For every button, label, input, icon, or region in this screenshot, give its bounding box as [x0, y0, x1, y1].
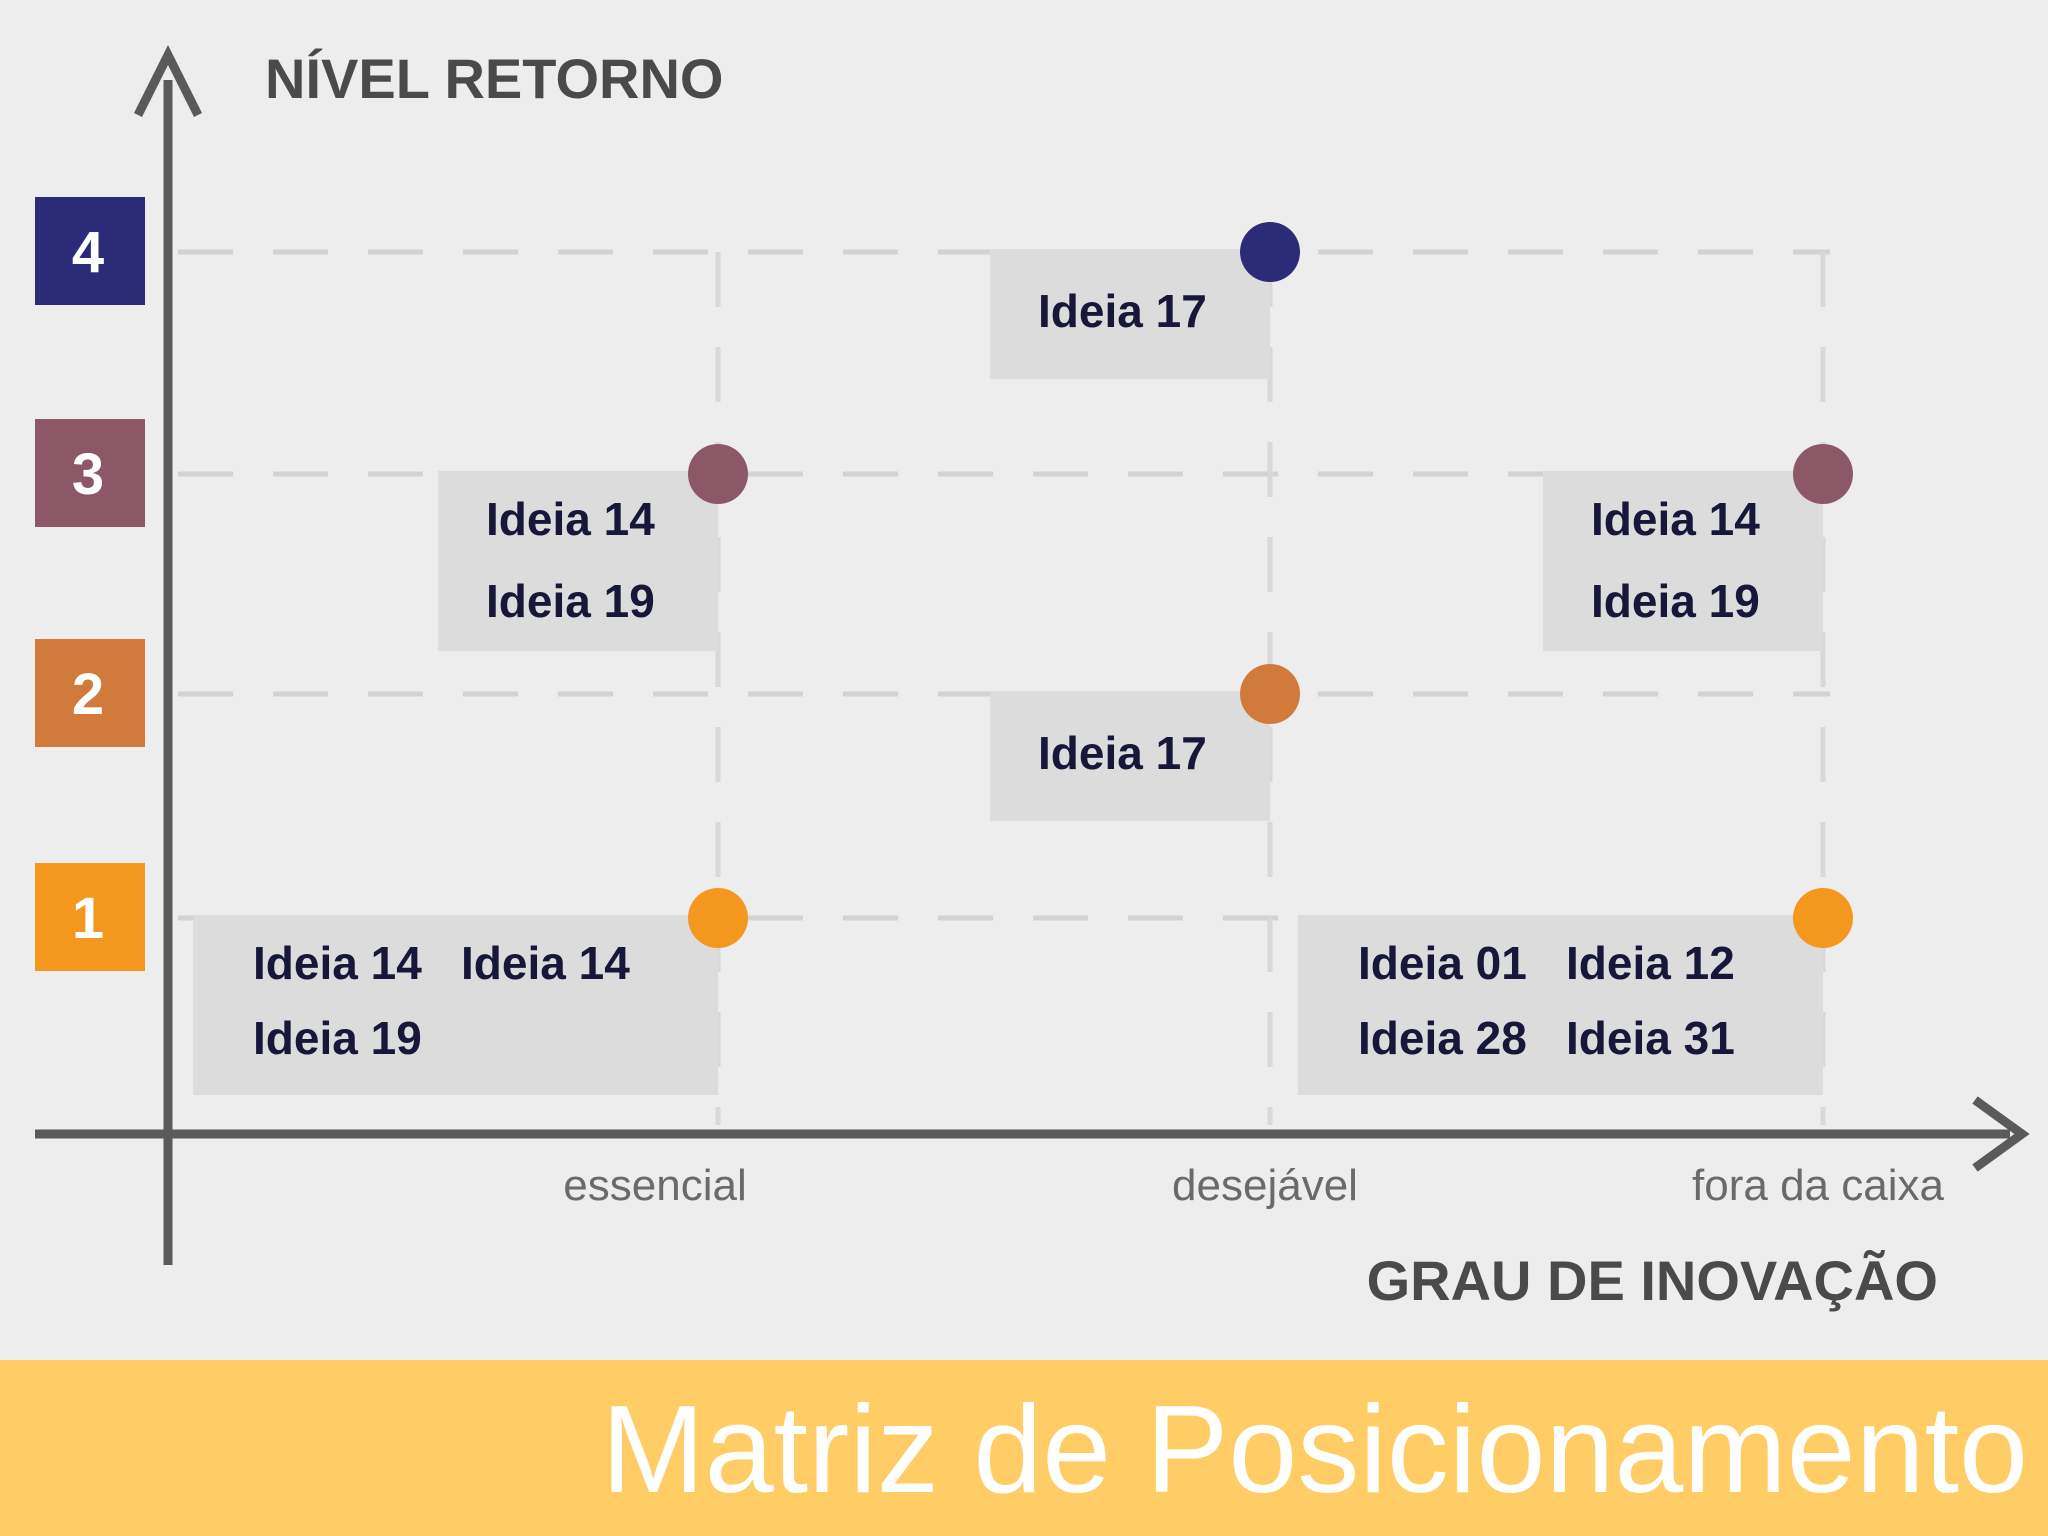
idea-label: Ideia 17	[1038, 285, 1207, 337]
idea-label: Ideia 14	[461, 937, 630, 989]
idea-box	[990, 249, 1270, 379]
level-marker-3	[35, 419, 145, 527]
point-marker	[1793, 888, 1853, 948]
level-marker-label: 2	[72, 662, 104, 727]
y-axis-arrow-icon	[133, 44, 203, 118]
point-marker	[1240, 664, 1300, 724]
idea-label: Ideia 28	[1358, 1012, 1527, 1064]
axes-layer: NÍVEL RETORNO GRAU DE INOVAÇÃO	[35, 44, 2030, 1312]
x-tick-label: essencial	[563, 1161, 746, 1210]
idea-box	[1298, 915, 1823, 1095]
x-axis-title: GRAU DE INOVAÇÃO	[1367, 1249, 1938, 1312]
idea-label: Ideia 19	[1591, 575, 1760, 627]
idea-label: Ideia 14	[253, 937, 422, 989]
idea-label: Ideia 19	[486, 575, 655, 627]
level-marker-label: 1	[72, 886, 104, 951]
level-marker-2	[35, 639, 145, 747]
level-marker-label: 3	[72, 442, 104, 507]
idea-label: Ideia 12	[1566, 937, 1735, 989]
point-marker	[1793, 444, 1853, 504]
footer-title: Matriz de Posicionamento	[601, 1381, 2028, 1519]
idea-label: Ideia 01	[1358, 937, 1527, 989]
idea-box	[990, 691, 1270, 821]
point-marker	[1240, 222, 1300, 282]
idea-box	[193, 915, 718, 1095]
point-marker	[688, 888, 748, 948]
idea-box	[438, 471, 718, 651]
x-axis-arrow-icon	[1972, 1096, 2030, 1172]
level-marker-label: 4	[72, 220, 104, 285]
level-marker-1	[35, 863, 145, 971]
x-tick-label: desejável	[1172, 1161, 1358, 1210]
idea-label: Ideia 14	[486, 493, 655, 545]
y-level-markers: 4 3 2 1	[35, 197, 145, 971]
footer-bar: Matriz de Posicionamento	[0, 1360, 2048, 1536]
idea-label: Ideia 31	[1566, 1012, 1735, 1064]
idea-label: Ideia 17	[1038, 727, 1207, 779]
idea-label: Ideia 14	[1591, 493, 1760, 545]
positioning-matrix: Ideia 17 Ideia 14 Ideia 19 Ideia 14 Ideia 19…	[35, 44, 2030, 1312]
idea-box	[1543, 471, 1823, 651]
idea-label: Ideia 19	[253, 1012, 422, 1064]
points-layer	[688, 222, 1853, 948]
x-tick-label: fora da caixa	[1692, 1161, 1944, 1210]
point-marker	[688, 444, 748, 504]
level-marker-4	[35, 197, 145, 305]
idea-boxes-layer: Ideia 17 Ideia 14 Ideia 19 Ideia 14 Ideia 19…	[193, 249, 1823, 1095]
x-tick-labels: essencial desejável fora da caixa	[563, 1161, 1944, 1210]
y-axis-title: NÍVEL RETORNO	[265, 47, 723, 110]
